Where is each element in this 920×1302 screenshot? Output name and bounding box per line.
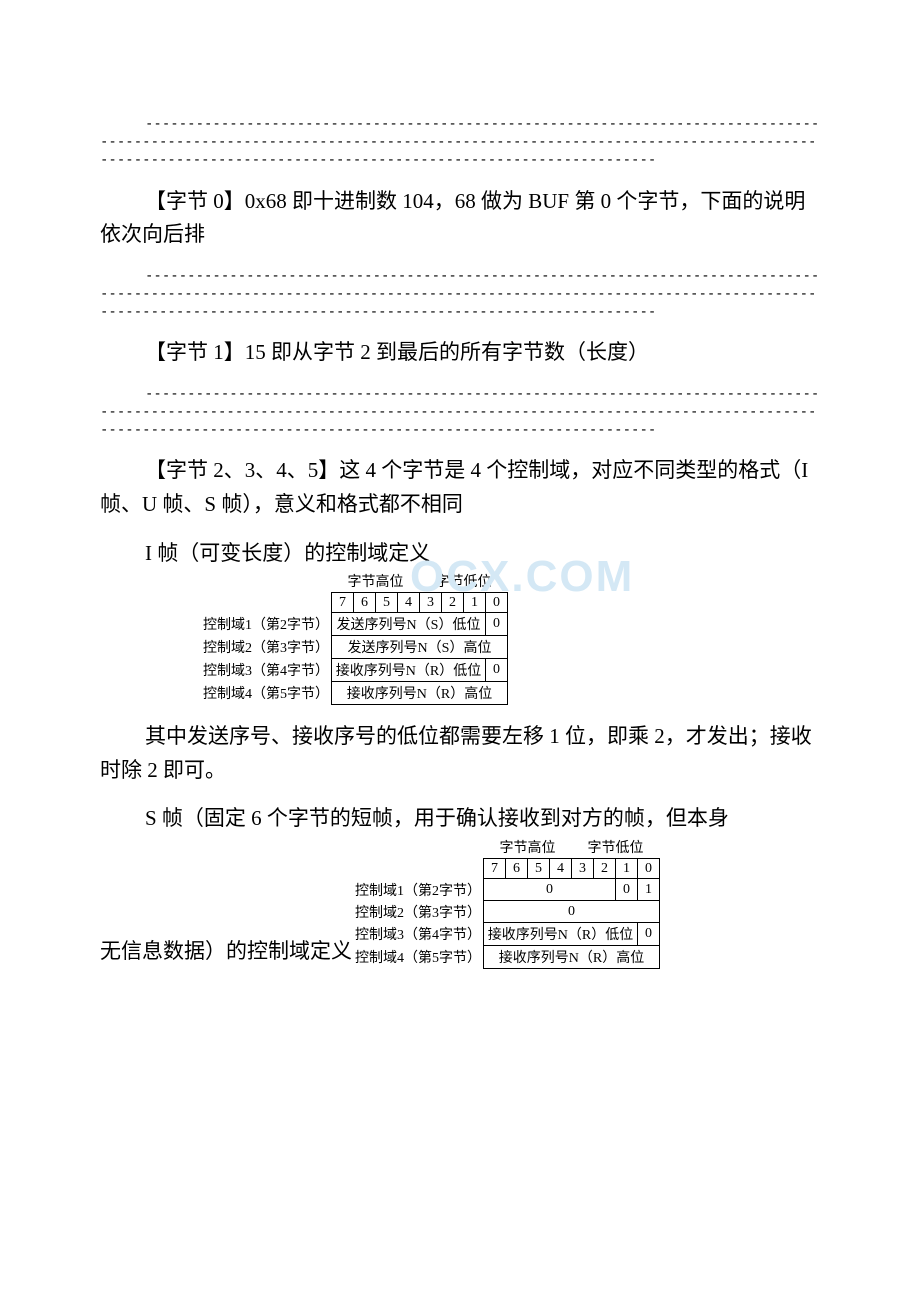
- iframe-row-label: 控制域1（第2字节）: [200, 613, 332, 636]
- iframe-row-label: 控制域4（第5字节）: [200, 682, 332, 705]
- bit-cell: 2: [594, 859, 616, 879]
- bit-cell: 4: [550, 859, 572, 879]
- bit-cell: 3: [420, 593, 442, 613]
- shift-note: 其中发送序号、接收序号的低位都需要左移 1 位，即乘 2，才发出；接收时除 2 …: [100, 720, 820, 787]
- iframe-row-desc: 发送序列号N（S）低位: [332, 613, 486, 636]
- sframe-line1: S 帧（固定 6 个字节的短帧，用于确认接收到对方的帧，但本身: [100, 802, 820, 836]
- bit-cell: 1: [616, 859, 638, 879]
- sframe-row-bit0: 1: [638, 879, 660, 901]
- sframe-line2-prefix: 无信息数据）的控制域定义: [100, 935, 352, 969]
- sframe-row-desc: 接收序列号N（R）低位: [484, 923, 638, 946]
- bit-cell: 7: [484, 859, 506, 879]
- iframe-row-label: 控制域2（第3字节）: [200, 636, 332, 659]
- bit-cell: 5: [528, 859, 550, 879]
- iframe-row-desc: 发送序列号N（S）高位: [332, 636, 508, 659]
- bit-cell: 6: [506, 859, 528, 879]
- iframe-title: I 帧（可变长度）的控制域定义: [100, 537, 820, 571]
- sframe-row-label: 控制域3（第4字节）: [352, 923, 484, 946]
- iframe-row-last: 0: [486, 659, 508, 682]
- bit-cell: 3: [572, 859, 594, 879]
- bit-cell: 5: [376, 593, 398, 613]
- bit-cell: 2: [442, 593, 464, 613]
- sframe-table: 字节高位 字节低位 7 6 5 4 3 2 1 0 控制域1（第2字节） 0: [352, 836, 660, 969]
- sframe-header-low: 字节低位: [572, 836, 660, 859]
- byte0-text: 【字节 0】0x68 即十进制数 104，68 做为 BUF 第 0 个字节，下…: [100, 185, 820, 252]
- separator-3: ----------------------------------------…: [100, 385, 820, 440]
- sframe-row-label: 控制域1（第2字节）: [352, 879, 484, 901]
- bit-cell: 4: [398, 593, 420, 613]
- sframe-row-label: 控制域2（第3字节）: [352, 901, 484, 923]
- iframe-header-low: 字节低位: [420, 570, 508, 593]
- sframe-header-high: 字节高位: [484, 836, 572, 859]
- iframe-header-high: 字节高位: [332, 570, 420, 593]
- sframe-row-desc: 0: [484, 879, 616, 901]
- iframe-row-desc: 接收序列号N（R）低位: [332, 659, 486, 682]
- sframe-row-bit1: 0: [616, 879, 638, 901]
- bit-cell: 1: [464, 593, 486, 613]
- byte1-text: 【字节 1】15 即从字节 2 到最后的所有字节数（长度）: [100, 336, 820, 370]
- separator-1: ----------------------------------------…: [100, 115, 820, 170]
- iframe-row-desc: 接收序列号N（R）高位: [332, 682, 508, 705]
- iframe-table: 字节高位 字节低位 7 6 5 4 3 2 1 0 控制域1（第2字节） 发送序…: [200, 570, 508, 705]
- bit-cell: 0: [486, 593, 508, 613]
- iframe-row-label: 控制域3（第4字节）: [200, 659, 332, 682]
- sframe-row-label: 控制域4（第5字节）: [352, 946, 484, 969]
- bit-cell: 6: [354, 593, 376, 613]
- bit-cell: 7: [332, 593, 354, 613]
- sframe-row-last: 0: [638, 923, 660, 946]
- separator-2: ----------------------------------------…: [100, 267, 820, 322]
- byte2345-text: 【字节 2、3、4、5】这 4 个字节是 4 个控制域，对应不同类型的格式（I …: [100, 454, 820, 521]
- bit-cell: 0: [638, 859, 660, 879]
- sframe-row-desc: 0: [484, 901, 660, 923]
- sframe-row-desc: 接收序列号N（R）高位: [484, 946, 660, 969]
- iframe-row-last: 0: [486, 613, 508, 636]
